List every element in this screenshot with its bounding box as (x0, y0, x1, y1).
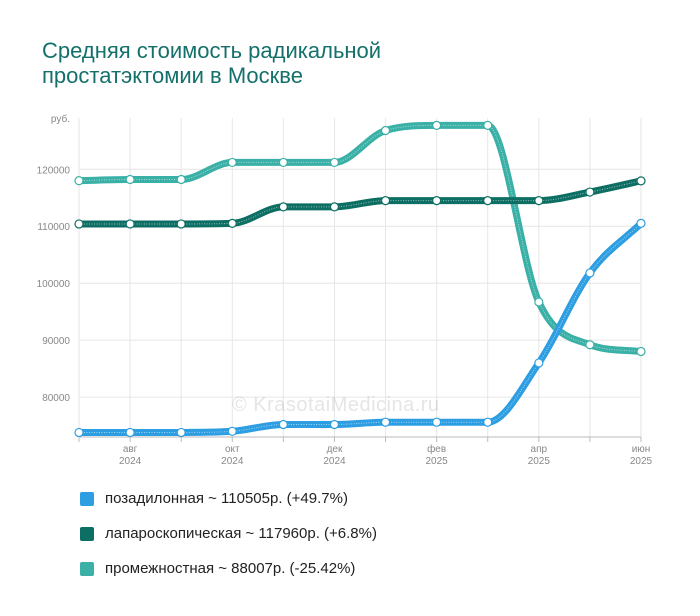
x-tick-label-month: фев (427, 443, 446, 455)
data-point (585, 187, 595, 197)
x-tick-label-month: июн (632, 444, 651, 455)
data-point (278, 157, 288, 168)
data-point (74, 219, 84, 229)
x-tick-label-month: дек (327, 444, 343, 455)
data-point (329, 157, 340, 168)
data-point (483, 195, 493, 206)
chart-title-line-1: Средняя стоимость радикальной (42, 38, 382, 63)
x-tick-label-year: 2025 (528, 456, 551, 467)
data-point (227, 157, 237, 168)
data-point (380, 417, 391, 427)
y-axis-unit-label: руб. (51, 113, 70, 125)
data-point (636, 346, 646, 357)
data-point (534, 358, 544, 368)
data-point (125, 427, 135, 438)
data-point (432, 195, 442, 206)
data-point (585, 268, 595, 278)
series-line-perineal (79, 121, 645, 356)
data-point (329, 202, 340, 212)
x-tick-label-month: апр (531, 444, 548, 455)
data-point (227, 426, 237, 436)
data-point (329, 419, 340, 430)
data-point (125, 219, 135, 229)
series-line-body (79, 121, 645, 356)
y-tick-label: 90000 (42, 336, 70, 347)
y-tick-label: 100000 (37, 279, 71, 290)
legend-item[interactable]: лапароскопическая ~ 117960р. (+6.8%) (80, 522, 377, 545)
legend-label: позадилонная ~ 110505р. (+49.7%) (105, 490, 348, 507)
data-point (483, 120, 493, 131)
data-point (636, 176, 646, 186)
x-tick-label-year: 2024 (221, 456, 244, 467)
data-point (636, 218, 646, 228)
y-tick-label: 120000 (37, 165, 71, 176)
data-point (585, 340, 595, 350)
data-point (483, 417, 493, 427)
data-point (278, 202, 288, 212)
data-point (432, 417, 442, 427)
x-tick-label-month: окт (225, 444, 240, 455)
legend-item[interactable]: позадилонная ~ 110505р. (+49.7%) (80, 487, 377, 510)
x-tick-label-year: 2025 (630, 456, 653, 467)
watermark: © KrasotaiMedicina.ru (232, 394, 440, 416)
series-line-laparoscopic (79, 177, 645, 228)
data-point (534, 297, 544, 307)
chart-title: Средняя стоимость радикальной простатэкт… (42, 38, 642, 88)
legend-swatch-retropubic (80, 491, 94, 506)
data-point (432, 120, 442, 131)
data-point (176, 427, 186, 438)
data-point (380, 195, 391, 206)
data-point (534, 195, 544, 206)
data-point (227, 218, 237, 228)
chart-title-line-2: простатэктомии в Москве (42, 63, 303, 88)
series-line-texture (79, 222, 642, 433)
data-point (74, 427, 84, 438)
data-point (74, 176, 84, 186)
series-line-body (79, 177, 645, 228)
legend-label: промежностная ~ 88007р. (-25.42%) (105, 560, 356, 577)
legend-item[interactable]: промежностная ~ 88007р. (-25.42%) (80, 557, 377, 580)
data-point (176, 219, 186, 229)
data-point (380, 125, 391, 136)
legend-swatch-laparoscopic (80, 526, 94, 541)
x-tick-label-month: авг (123, 444, 138, 455)
y-tick-label: 80000 (42, 393, 70, 404)
series-line-texture (79, 124, 642, 353)
chart-legend: позадилонная ~ 110505р. (+49.7%) лапарос… (80, 487, 377, 592)
data-point (125, 174, 135, 185)
x-tick-label-year: 2025 (426, 456, 449, 467)
legend-swatch-perineal (80, 561, 94, 576)
x-tick-label-year: 2024 (119, 456, 142, 467)
legend-label: лапароскопическая ~ 117960р. (+6.8%) (105, 525, 377, 542)
data-point (176, 174, 186, 185)
y-tick-label: 110000 (37, 222, 70, 233)
data-point (278, 419, 288, 430)
x-tick-label-year: 2024 (323, 456, 346, 467)
